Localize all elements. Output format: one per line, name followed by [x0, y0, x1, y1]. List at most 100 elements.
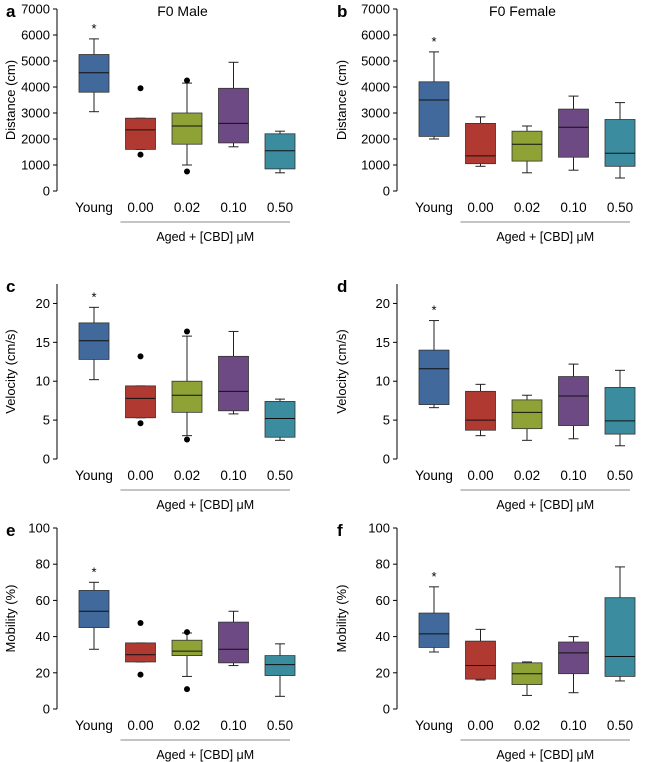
category-label: 0.02 [514, 718, 540, 733]
box-3 [218, 621, 249, 664]
panel-label: f [337, 521, 343, 540]
box-4 [264, 133, 296, 170]
y-axis-label: Distance (cm) [334, 60, 349, 140]
y-tick-label: 15 [36, 335, 50, 350]
group-label: Aged + [CBD] μM [156, 230, 254, 244]
category-label: 0.10 [560, 468, 586, 483]
y-tick-label: 3000 [361, 106, 390, 121]
outlier-point [184, 436, 190, 443]
panel-c: c Velocity (cm/s) 0 5 10 15 20 * Young 0.00 0.02 0.… [3, 277, 296, 512]
y-tick-label: 2000 [21, 132, 50, 147]
category-label: 0.00 [127, 468, 153, 483]
y-tick-label: 5000 [21, 54, 50, 69]
category-label: 0.10 [220, 718, 246, 733]
panel-label: d [337, 277, 347, 296]
panel-label: a [6, 2, 16, 21]
y-axis-label: Distance (cm) [3, 60, 18, 140]
panel-e: e Mobility (%) 0 20 40 60 80 100 * Young 0.00 0.02 0… [3, 521, 296, 762]
y-tick-label: 60 [36, 593, 50, 608]
y-tick-label: 0 [383, 702, 390, 717]
category-label: 0.00 [127, 200, 153, 215]
outlier-point [184, 77, 190, 84]
outlier-point [184, 629, 190, 636]
category-label: 0.50 [607, 200, 633, 215]
category-label: 0.02 [174, 718, 200, 733]
category-label: 0.00 [127, 718, 153, 733]
category-label: Young [415, 200, 453, 215]
y-tick-label: 10 [376, 374, 390, 389]
category-label: 0.50 [607, 468, 633, 483]
y-tick-label: 3000 [21, 106, 50, 121]
category-label: 0.02 [174, 468, 200, 483]
box-1 [465, 640, 496, 680]
outlier-point [137, 151, 144, 158]
outlier-point [184, 168, 190, 175]
significance-marker: * [431, 303, 436, 318]
box-4 [604, 387, 636, 435]
y-tick-label: 7000 [361, 2, 390, 17]
group-label: Aged + [CBD] μM [496, 748, 594, 762]
box-0 [418, 612, 450, 648]
y-tick-label: 80 [376, 557, 390, 572]
box-3 [558, 641, 589, 675]
y-tick-label: 60 [376, 593, 390, 608]
box-0 [418, 349, 450, 405]
box-4 [604, 119, 636, 167]
significance-marker: * [91, 564, 96, 579]
y-tick-label: 20 [376, 665, 390, 680]
panel-f: f Mobility (%) 0 20 40 60 80 100 * Young 0.00 0.02 0… [334, 521, 636, 762]
outlier-point [137, 85, 144, 92]
category-label: 0.10 [560, 200, 586, 215]
panel-label: c [6, 277, 15, 296]
y-tick-label: 4000 [21, 80, 50, 95]
box-2 [511, 399, 543, 430]
category-label: 0.50 [267, 718, 293, 733]
box-1 [125, 117, 156, 150]
box-1 [125, 642, 156, 663]
y-tick-label: 6000 [21, 28, 50, 43]
category-label: 0.00 [467, 718, 493, 733]
y-tick-label: 1000 [21, 158, 50, 173]
y-tick-label: 5 [383, 413, 390, 428]
significance-marker: * [431, 34, 436, 49]
category-label: 0.02 [174, 200, 200, 215]
y-tick-label: 0 [43, 702, 50, 717]
category-label: Young [415, 468, 453, 483]
y-tick-label: 40 [376, 629, 390, 644]
category-label: 0.50 [607, 718, 633, 733]
significance-marker: * [91, 289, 96, 304]
group-label: Aged + [CBD] μM [496, 498, 594, 512]
chart-title: F0 Female [489, 3, 556, 19]
group-label: Aged + [CBD] μM [156, 748, 254, 762]
y-axis-label: Velocity (cm/s) [3, 329, 18, 414]
y-tick-label: 20 [36, 665, 50, 680]
category-label: 0.10 [220, 200, 246, 215]
outlier-point [137, 671, 144, 678]
y-tick-label: 0 [43, 184, 50, 199]
y-tick-label: 5 [43, 413, 50, 428]
y-tick-label: 0 [383, 184, 390, 199]
box-4 [264, 401, 296, 438]
category-label: 0.50 [267, 468, 293, 483]
y-tick-label: 20 [376, 296, 390, 311]
box-1 [465, 390, 496, 431]
category-label: Young [415, 718, 453, 733]
y-tick-label: 0 [43, 452, 50, 467]
y-tick-label: 100 [28, 521, 50, 536]
group-label: Aged + [CBD] μM [156, 498, 254, 512]
category-label: 0.02 [514, 468, 540, 483]
significance-marker: * [91, 21, 96, 36]
box-4 [264, 655, 296, 676]
box-3 [558, 376, 589, 426]
y-tick-label: 10 [36, 374, 50, 389]
box-0 [78, 590, 110, 628]
category-label: 0.00 [467, 468, 493, 483]
y-tick-label: 15 [376, 335, 390, 350]
box-2 [171, 380, 203, 413]
y-axis-label: Mobility (%) [334, 585, 349, 653]
y-tick-label: 40 [36, 629, 50, 644]
significance-marker: * [431, 569, 436, 584]
outlier-point [137, 620, 144, 627]
outlier-point [184, 328, 190, 335]
panel-b: b F0 Female Distance (cm) 0 1000 2000 3000 4000… [334, 2, 636, 244]
